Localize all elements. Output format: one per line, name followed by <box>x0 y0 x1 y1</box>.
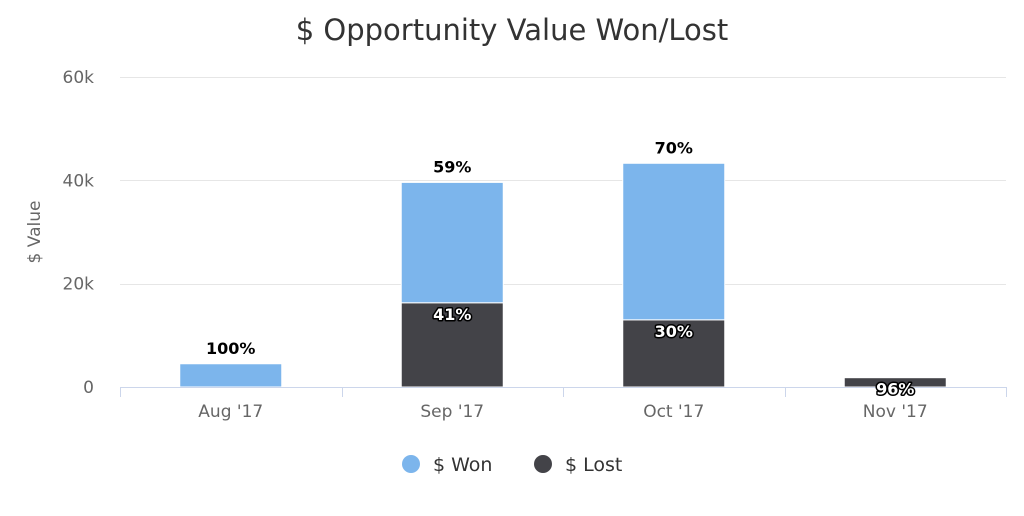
y-axis-title: $ Value <box>25 201 45 264</box>
bar-lost[interactable] <box>400 302 504 388</box>
data-label: 70% <box>655 138 693 157</box>
bar-won[interactable] <box>400 181 504 304</box>
plot-area <box>179 162 947 388</box>
legend[interactable]: $ Won $ Lost <box>402 454 622 476</box>
y-tick-label: 0 <box>83 378 94 398</box>
data-label: 100% <box>206 339 255 358</box>
legend-symbol <box>534 455 552 473</box>
legend-item[interactable]: $ Won <box>402 454 492 476</box>
chart-title: $ Opportunity Value Won/Lost <box>296 13 729 47</box>
y-tick-label: 20k <box>63 275 95 295</box>
x-tick-label: Aug '17 <box>198 402 263 422</box>
y-tick-label: 40k <box>63 171 95 191</box>
bar-won[interactable] <box>622 162 726 321</box>
x-tick-label: Nov '17 <box>863 402 928 422</box>
legend-label: $ Won <box>433 454 492 476</box>
x-axis-ticks: Aug '17 Sep '17 Oct '17 Nov '17 <box>120 387 1007 422</box>
legend-symbol <box>402 455 420 473</box>
bar-won[interactable] <box>179 363 283 388</box>
x-tick-label: Sep '17 <box>420 402 484 422</box>
grid-lines <box>120 77 1006 285</box>
data-label: 41% <box>433 305 471 324</box>
data-label: 30% <box>655 322 693 341</box>
data-label: 59% <box>433 157 471 176</box>
data-label: 96% <box>876 380 914 399</box>
y-tick-label: 60k <box>63 68 95 88</box>
legend-label: $ Lost <box>565 454 622 476</box>
data-labels: 41% 30% 96% 100% 59% 70% <box>206 138 916 400</box>
y-axis-ticks: 0 20k 40k 60k <box>63 68 95 398</box>
x-tick-label: Oct '17 <box>643 402 704 422</box>
legend-item[interactable]: $ Lost <box>534 454 622 476</box>
